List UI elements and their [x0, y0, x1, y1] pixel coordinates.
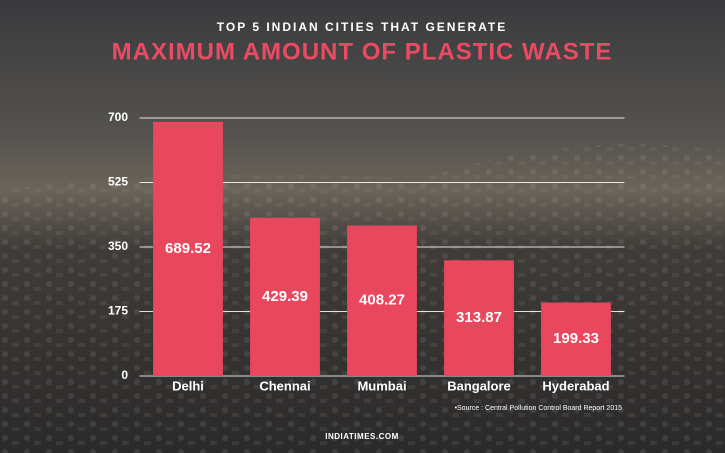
- data-label: 199.33: [553, 330, 599, 347]
- data-label: 313.87: [456, 309, 502, 326]
- bar: [444, 260, 514, 376]
- data-label: 429.39: [262, 288, 308, 305]
- chart-subtitle: MAXIMUM AMOUNT OF PLASTIC WASTE: [112, 38, 613, 65]
- data-label: 408.27: [359, 292, 405, 309]
- y-tick-label: 700: [108, 110, 128, 124]
- bar: [541, 302, 611, 376]
- y-tick-label: 350: [108, 239, 128, 253]
- x-tick-label: Chennai: [259, 378, 310, 393]
- footer: INDIATIMES.COM: [325, 432, 399, 441]
- y-tick-label: 525: [108, 175, 128, 189]
- bar: [347, 225, 417, 376]
- y-tick-label: 175: [108, 304, 128, 318]
- y-tick-label: 0: [121, 368, 128, 382]
- bar: [250, 217, 320, 376]
- bar: [153, 121, 223, 376]
- source-note: •Source : Central Pollution Control Boar…: [455, 405, 623, 412]
- data-label: 689.52: [165, 240, 211, 257]
- chart-title: TOP 5 INDIAN CITIES THAT GENERATE: [217, 20, 507, 34]
- x-tick-label: Bangalore: [447, 378, 511, 393]
- x-tick-label: Hyderabad: [542, 378, 609, 393]
- x-tick-label: Mumbai: [357, 378, 406, 393]
- x-tick-label: Delhi: [172, 378, 204, 393]
